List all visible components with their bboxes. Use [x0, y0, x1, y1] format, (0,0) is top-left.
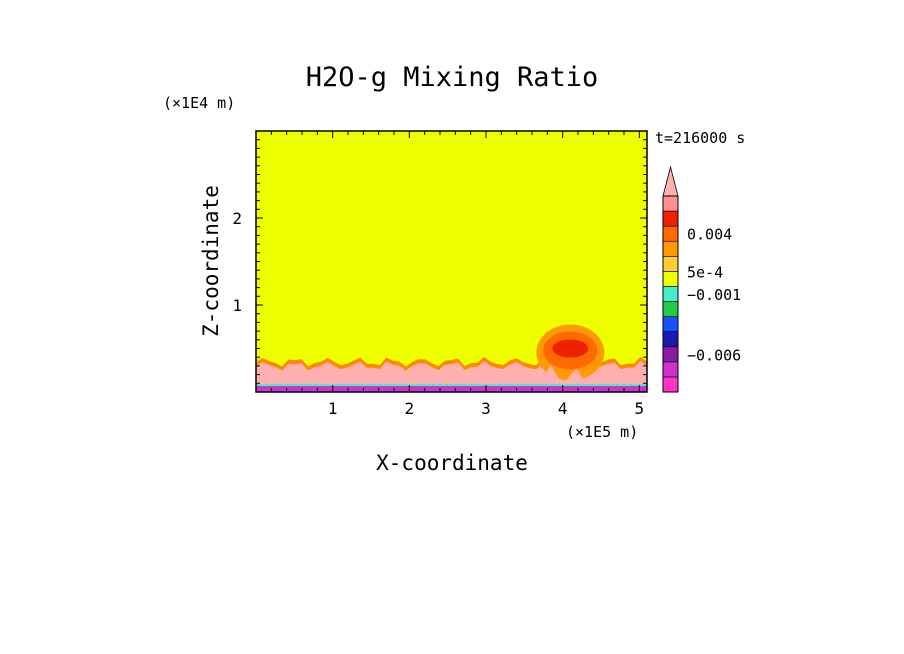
colorbar-swatch: [662, 316, 679, 332]
x-tick-label: 1: [328, 399, 338, 418]
colorbar-swatch: [662, 210, 679, 227]
colorbar-swatch: [662, 225, 679, 242]
x-tick-label: 3: [481, 399, 491, 418]
plume-stem: [540, 364, 589, 386]
colorbar-swatch: [662, 331, 679, 348]
colorbar-swatch: [662, 361, 679, 378]
colorbar-frame: [662, 195, 679, 393]
axes: 1 2 3 4 5 1 2: [232, 130, 648, 418]
colorbar-swatch: [662, 240, 679, 257]
y-scale-label: (×1E4 m): [163, 94, 235, 112]
plume-core: [552, 339, 589, 358]
surface-layer-edge: [256, 384, 647, 387]
contour-field: [256, 131, 647, 392]
x-tick-label: 2: [405, 399, 415, 418]
colorbar-label: 0.004: [687, 226, 732, 244]
time-label: t=216000 s: [655, 129, 745, 147]
colorbar-swatch: [662, 301, 679, 317]
x-scale-label: (×1E5 m): [566, 423, 638, 441]
x-axis-label: X-coordinate: [376, 451, 528, 475]
colorbar: 0.004 5e-4 −0.001 −0.006: [662, 165, 741, 393]
colorbar-label: −0.001: [687, 286, 741, 304]
y-tick-label: 1: [232, 296, 242, 315]
colorbar-swatch: [662, 271, 679, 287]
colorbar-swatch: [662, 256, 679, 272]
colorbar-label: 5e-4: [687, 263, 723, 281]
x-tick-label: 5: [635, 399, 645, 418]
colorbar-swatch: [662, 376, 679, 393]
surface-layer: [256, 385, 647, 392]
colorbar-swatch: [662, 286, 679, 302]
y-axis-label: Z-coordinate: [199, 185, 223, 337]
colorbar-swatch: [662, 195, 679, 212]
colorbar-label: −0.006: [687, 346, 741, 364]
colorbar-swatch: [662, 346, 679, 363]
chart-title: H2O-g Mixing Ratio: [306, 62, 599, 93]
x-tick-label: 4: [558, 399, 568, 418]
colorbar-extend-arrow: [662, 165, 679, 197]
y-tick-label: 2: [232, 209, 242, 228]
